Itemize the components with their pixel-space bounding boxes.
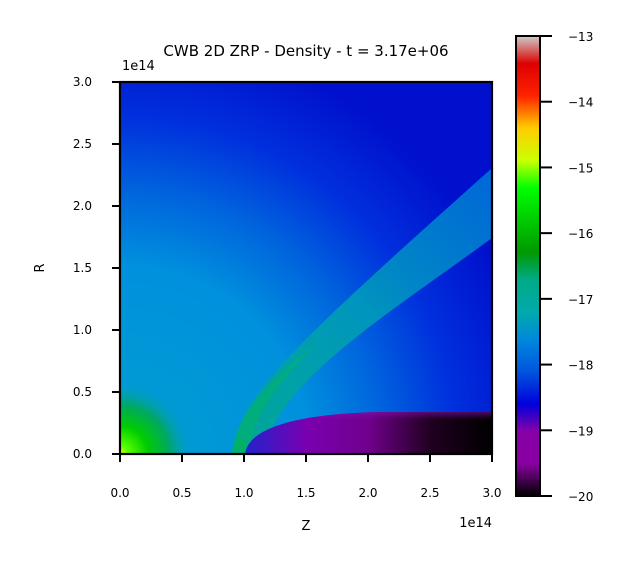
y-tick-label: 0.0	[73, 447, 92, 461]
colorbar-tick-label: −20	[568, 490, 593, 504]
y-tick-label: 2.0	[73, 199, 92, 213]
y-offset-label: 1e14	[122, 59, 155, 74]
colorbar-tick-label: −17	[568, 293, 593, 307]
x-tick-label: 2.0	[358, 486, 377, 500]
colorbar-tick-label: −13	[568, 30, 593, 44]
colorbar-tick-label: −15	[568, 161, 593, 175]
y-tick-label: 1.0	[73, 323, 92, 337]
x-axis-ticks: 0.0 0.5 1.0 1.5 2.0 2.5 3.0	[110, 454, 502, 500]
y-tick-label: 3.0	[73, 75, 92, 89]
x-tick-label: 0.0	[110, 486, 129, 500]
x-tick-label: 0.5	[172, 486, 191, 500]
x-tick-label: 2.5	[420, 486, 439, 500]
y-tick-label: 0.5	[73, 385, 92, 399]
chart-title: CWB 2D ZRP - Density - t = 3.17e+06	[163, 42, 448, 60]
colorbar	[515, 35, 541, 497]
heatmap-image	[120, 82, 492, 454]
colorbar-tick-label: −14	[568, 96, 593, 110]
colorbar-tick-label: −16	[568, 227, 593, 241]
y-tick-label: 1.5	[73, 261, 92, 275]
colorbar-tick-label: −19	[568, 424, 593, 438]
y-axis-label: R	[33, 263, 48, 272]
x-tick-label: 1.0	[234, 486, 253, 500]
colorbar-ticks: −20 −19 −18 −17 −16 −15 −14 −13	[540, 30, 593, 504]
x-offset-label: 1e14	[459, 516, 492, 531]
y-axis-ticks: 0.0 0.5 1.0 1.5 2.0 2.5 3.0	[73, 75, 120, 461]
y-tick-label: 2.5	[73, 137, 92, 151]
x-axis-label: Z	[302, 519, 311, 534]
colorbar-tick-label: −18	[568, 359, 593, 373]
x-tick-label: 3.0	[482, 486, 501, 500]
x-tick-label: 1.5	[296, 486, 315, 500]
